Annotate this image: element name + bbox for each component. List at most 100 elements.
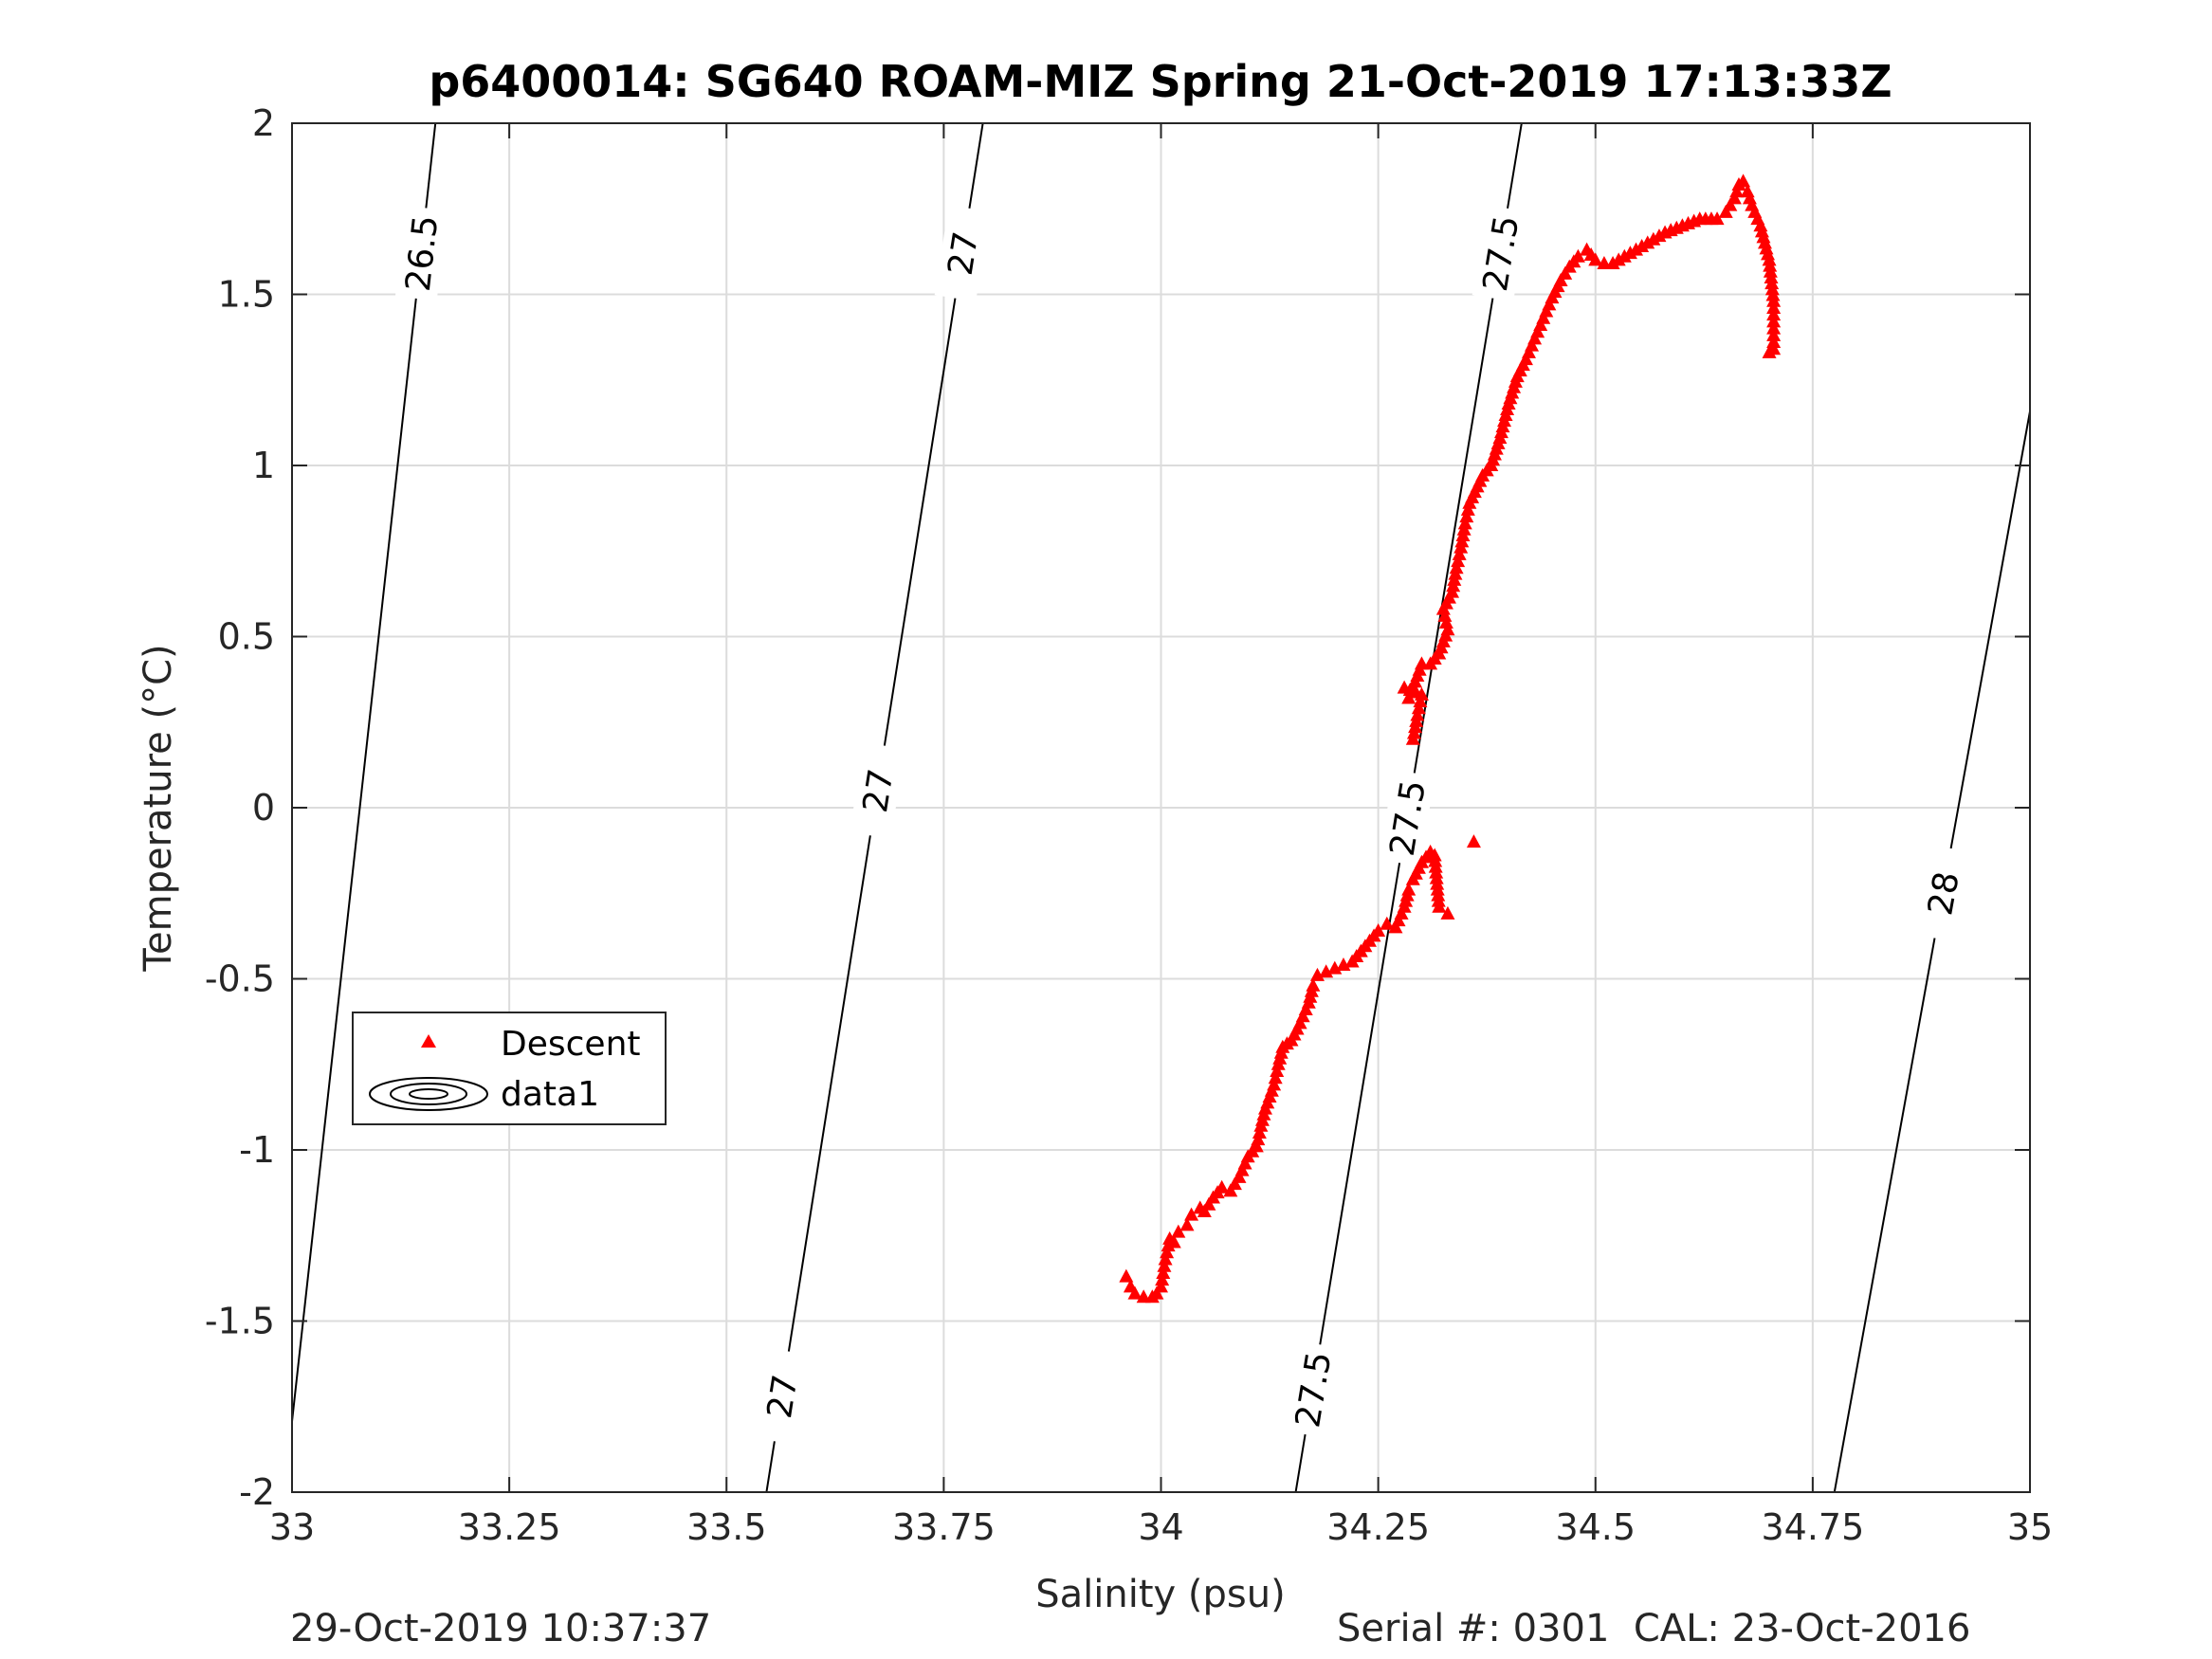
descent-point (1273, 1045, 1289, 1059)
legend-descent-marker (421, 1034, 436, 1048)
descent-point (1441, 590, 1456, 604)
descent-point (1530, 324, 1545, 338)
descent-point (1409, 713, 1424, 727)
x-tick-label: 35 (2007, 1506, 2053, 1548)
descent-point (1525, 337, 1540, 352)
descent-point (1718, 204, 1733, 218)
descent-point (1764, 269, 1779, 283)
contour-label: 27 (760, 1372, 806, 1421)
descent-point (1184, 1207, 1199, 1221)
descent-point (1456, 521, 1472, 536)
contour-label: 27 (941, 229, 987, 279)
descent-point (1652, 228, 1667, 243)
descent-point (1521, 344, 1536, 358)
descent-point (1289, 1021, 1305, 1035)
descent-point (1500, 402, 1515, 416)
descent-point (1388, 920, 1403, 934)
y-tick-label: -2 (239, 1471, 275, 1513)
descent-point (1533, 317, 1548, 331)
descent-point (1437, 608, 1453, 622)
y-tick-label: 1 (252, 445, 275, 486)
descent-point (1550, 279, 1565, 293)
descent-point (1161, 1238, 1176, 1252)
descent-point (1156, 1265, 1171, 1279)
descent-point (1515, 357, 1530, 372)
isopycnal-line (292, 123, 437, 1431)
legend-contour-icon (369, 1077, 488, 1111)
descent-point (1268, 1070, 1283, 1085)
descent-point (1201, 1196, 1216, 1211)
y-tick-label: -1 (239, 1129, 275, 1171)
isopycnal-line (1833, 406, 2030, 1492)
descent-point (1431, 893, 1446, 907)
descent-point (1629, 242, 1644, 256)
x-tick-label: 33 (269, 1506, 315, 1548)
descent-point (1440, 905, 1455, 920)
descent-point (1452, 546, 1467, 560)
x-tick-label: 34 (1138, 1506, 1183, 1548)
descent-point (1566, 254, 1581, 268)
descent-point (1761, 246, 1776, 261)
descent-point (1412, 662, 1427, 676)
contour-label-bg (934, 205, 991, 302)
x-tick-label: 34.25 (1326, 1506, 1430, 1548)
descent-point (1539, 303, 1554, 318)
descent-point (1765, 287, 1781, 301)
descent-point (1583, 246, 1599, 261)
contour-label-bg (850, 742, 905, 839)
legend: Descent data1 (352, 1012, 667, 1125)
descent-point (1764, 276, 1780, 290)
descent-point (1154, 1279, 1168, 1293)
descent-point (1264, 1083, 1279, 1097)
descent-point (1459, 509, 1474, 523)
descent-point (1766, 327, 1782, 341)
x-tick-label: 33.5 (686, 1506, 767, 1548)
descent-point (1327, 960, 1343, 975)
descent-point (1617, 248, 1632, 263)
descent-point (1380, 916, 1395, 930)
descent-point (1558, 265, 1573, 280)
descent-point (1449, 560, 1464, 574)
contour-label-bg (754, 1348, 810, 1445)
descent-point (1472, 473, 1488, 487)
legend-data1-label: data1 (501, 1075, 599, 1114)
descent-point (1762, 344, 1777, 358)
descent-point (1687, 213, 1702, 228)
descent-point (1401, 690, 1417, 704)
descent-point (1438, 628, 1453, 642)
descent-point (1119, 1268, 1134, 1283)
descent-point (1127, 1285, 1143, 1300)
descent-point (1319, 964, 1334, 978)
descent-point (1448, 566, 1463, 580)
x-tick-label: 34.5 (1555, 1506, 1636, 1548)
descent-point (1349, 949, 1364, 963)
descent-point (1479, 463, 1494, 477)
descent-point (1646, 231, 1661, 246)
descent-point (1256, 1106, 1271, 1121)
y-tick-label: 0 (252, 787, 275, 829)
descent-point (1723, 197, 1738, 211)
descent-point (1309, 967, 1325, 981)
descent-point (1149, 1285, 1164, 1300)
descent-point (1179, 1217, 1195, 1231)
descent-point (1460, 501, 1475, 516)
contour-label-bg (394, 206, 448, 301)
y-tick-label: 2 (252, 102, 275, 144)
y-tick-label: 1.5 (218, 274, 275, 316)
descent-point (1394, 905, 1409, 920)
descent-point (1669, 220, 1684, 234)
descent-point (1611, 252, 1626, 266)
descent-point (1391, 913, 1406, 927)
descent-point (1766, 314, 1782, 328)
descent-point (1542, 297, 1557, 311)
descent-point (1158, 1251, 1173, 1266)
descent-point (1336, 957, 1351, 972)
descent-point (1411, 701, 1426, 715)
descent-point (1155, 1272, 1170, 1286)
descent-point (1366, 928, 1381, 942)
descent-point (1704, 211, 1719, 226)
descent-point (1457, 516, 1472, 530)
contour-label: 27 (856, 766, 902, 815)
descent-point (1605, 256, 1620, 270)
